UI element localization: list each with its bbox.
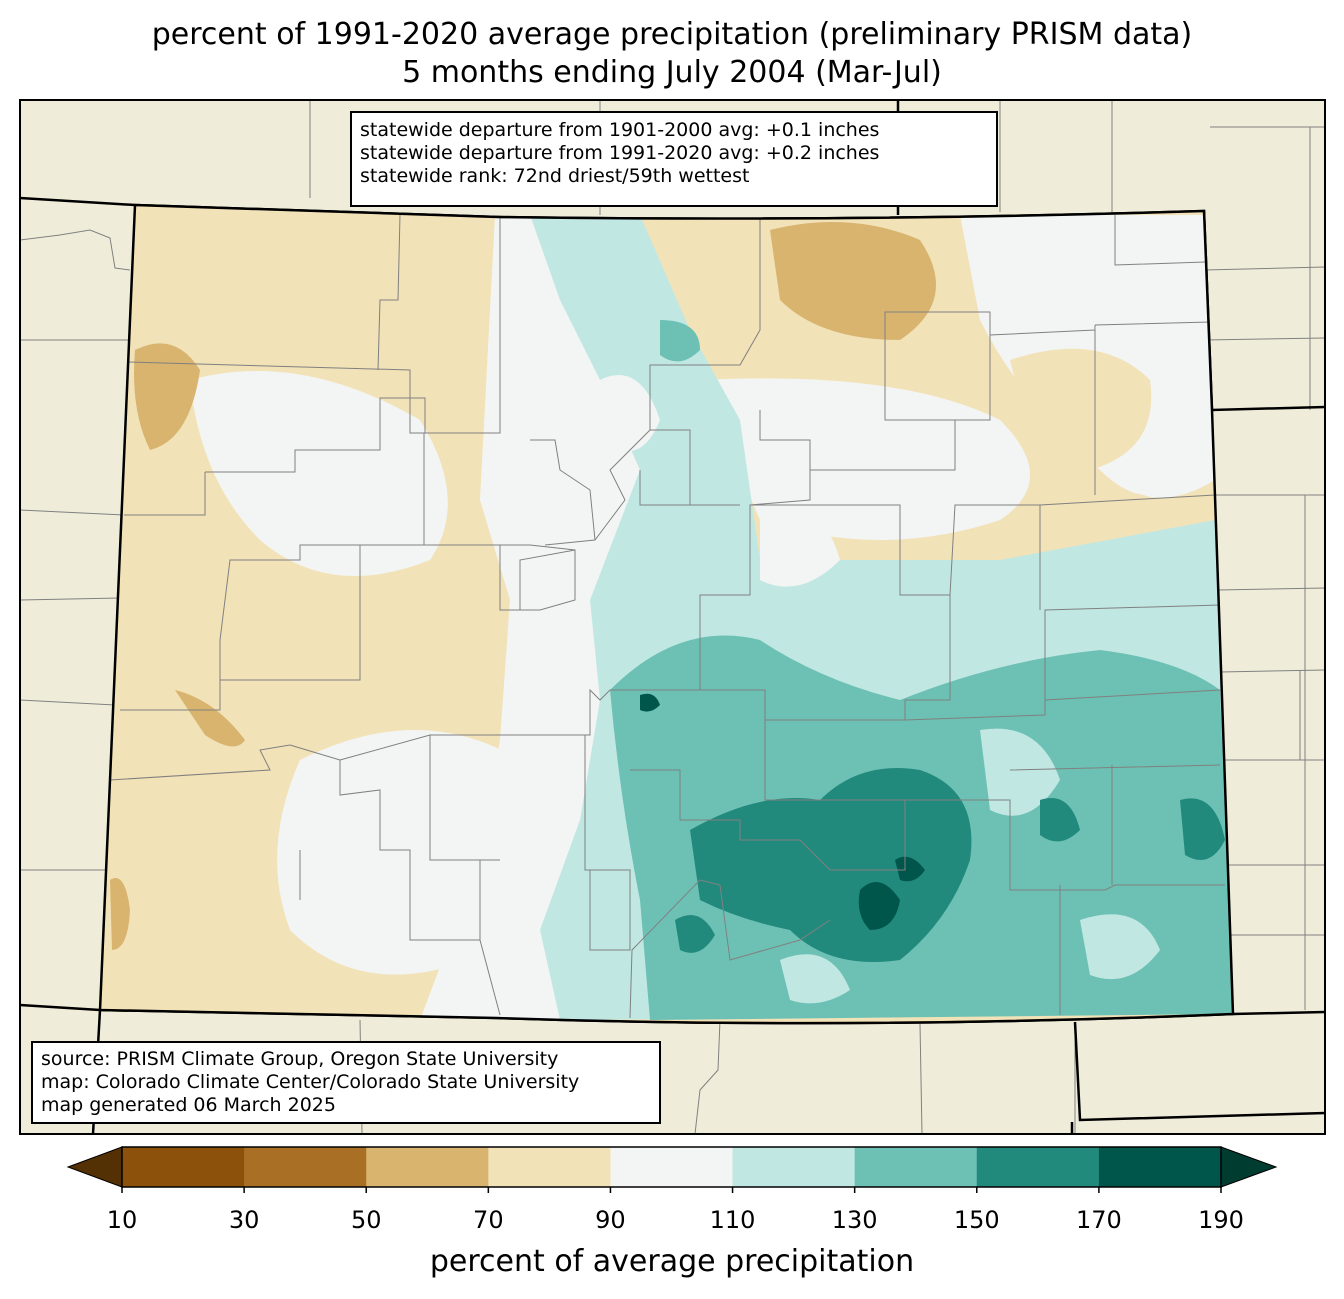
region-130-150-north xyxy=(660,320,700,362)
source-map-credit: map: Colorado Climate Center/Colorado St… xyxy=(41,1071,580,1093)
colorbar-tick-label: 30 xyxy=(228,1206,260,1234)
colorbar-label: percent of average precipitation xyxy=(429,1244,915,1279)
stats-departure-1991-2020: statewide departure from 1991-2020 avg: … xyxy=(360,142,880,164)
colorbar-tick-label: 110 xyxy=(709,1206,756,1234)
colorbar-bin-50-70 xyxy=(366,1147,489,1187)
colorbar-bin-10-30 xyxy=(122,1147,245,1187)
region-90-110-plains xyxy=(760,498,840,587)
region-90-110-southwest xyxy=(277,730,525,975)
source-prism: source: PRISM Climate Group, Oregon Stat… xyxy=(41,1048,559,1070)
colorbar-tick-label: 90 xyxy=(595,1206,626,1234)
map-frame xyxy=(19,99,1326,1135)
colorbar-tick-label: 190 xyxy=(1198,1206,1244,1234)
region-150-170-southwest xyxy=(675,915,715,953)
source-box: source: PRISM Climate Group, Oregon Stat… xyxy=(31,1041,661,1124)
colorbar xyxy=(66,1146,1278,1193)
region-170-190 xyxy=(858,882,900,930)
region-170-190-2 xyxy=(895,856,925,882)
colorbar-tick-label: 50 xyxy=(350,1206,382,1234)
region-50-70-northeast xyxy=(770,222,936,340)
region-150-170-east xyxy=(1040,798,1080,842)
colorbar-bin-110-130 xyxy=(732,1147,856,1187)
region-90-110-west xyxy=(190,371,448,576)
region-90-110-front-range xyxy=(600,375,660,452)
colorbar-outline xyxy=(121,1146,1222,1188)
colorado-county-lines xyxy=(109,214,1225,1019)
region-110-130-south xyxy=(780,954,850,1004)
region-150-170 xyxy=(690,768,972,962)
precipitation-field xyxy=(100,205,1233,1024)
colorbar-tick-label: 130 xyxy=(831,1206,878,1234)
colorbar-tick-label: 70 xyxy=(473,1206,504,1234)
region-110-130-southeast-2 xyxy=(1080,914,1160,980)
colorbar-bin-130-150 xyxy=(854,1147,978,1187)
colorbar-bin-30-50 xyxy=(244,1147,367,1187)
statewide-stats-box: statewide departure from 1901-2000 avg: … xyxy=(350,111,998,207)
source-generated-date: map generated 06 March 2025 xyxy=(41,1094,336,1116)
colorbar-low-extend xyxy=(66,1146,123,1188)
colorbar-tick-label: 170 xyxy=(1075,1206,1122,1234)
colorbar-bin-70-90 xyxy=(488,1147,611,1187)
region-110-130-southeast xyxy=(980,728,1060,816)
colorbar-high-extend xyxy=(1220,1146,1278,1188)
region-150-170-far-east xyxy=(1180,798,1225,860)
colorbar-tick-label: 10 xyxy=(106,1206,138,1234)
region-50-70-northwest xyxy=(134,343,200,450)
colorado-border xyxy=(98,203,1235,1025)
map-title-line-1: percent of 1991-2020 average precipitati… xyxy=(151,17,1193,52)
region-170-190-spot xyxy=(640,693,660,712)
stats-rank: statewide rank: 72nd driest/59th wettest xyxy=(360,165,750,187)
colorbar-bin-150-170 xyxy=(976,1147,1100,1187)
stats-departure-1901-2000: statewide departure from 1901-2000 avg: … xyxy=(360,119,880,141)
colorbar-bin-90-110 xyxy=(610,1147,734,1187)
region-70-90-east xyxy=(1010,348,1152,470)
region-50-70-west xyxy=(175,690,245,747)
colorbar-tick-label: 150 xyxy=(953,1206,1000,1234)
colorbar-bin-170-190 xyxy=(1098,1147,1222,1187)
map-title-line-2: 5 months ending July 2004 (Mar-Jul) xyxy=(402,55,942,90)
region-50-70-southwest-edge xyxy=(110,878,130,950)
